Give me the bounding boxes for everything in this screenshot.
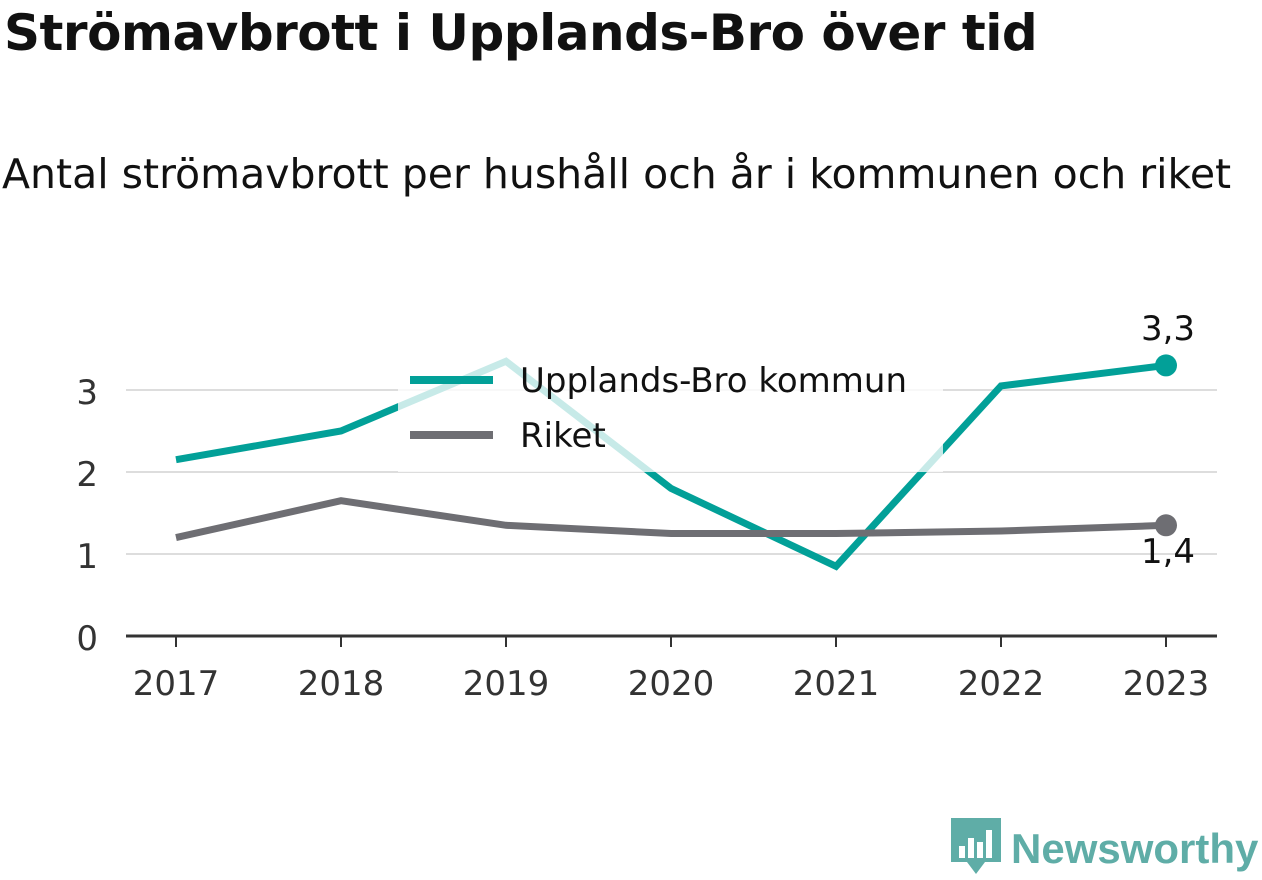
x-tick-label: 2021 xyxy=(793,664,880,704)
x-tick-label: 2020 xyxy=(628,664,715,704)
end-value-label-0: 3,3 xyxy=(1141,309,1195,349)
y-tick-label: 3 xyxy=(76,373,98,413)
y-tick-label: 2 xyxy=(76,455,98,495)
y-tick-label: 0 xyxy=(76,619,98,659)
bar-chart-badge-icon xyxy=(951,818,1001,874)
end-value-label-1: 1,4 xyxy=(1141,532,1195,572)
legend-background xyxy=(398,348,943,472)
chart-subtitle: Antal strömavbrott per hushåll och år i … xyxy=(2,150,1232,198)
y-axis-tick-labels: 0 1 2 3 xyxy=(76,373,98,659)
x-tick-label: 2022 xyxy=(958,664,1045,704)
x-tick-label: 2017 xyxy=(133,664,220,704)
chart-title: Strömavbrott i Upplands-Bro över tid xyxy=(4,4,1038,62)
x-tick-label: 2023 xyxy=(1123,664,1210,704)
legend-label-0: Upplands-Bro kommun xyxy=(520,361,907,401)
legend: Upplands-Bro kommun Riket xyxy=(398,348,943,472)
x-tick-label: 2018 xyxy=(298,664,385,704)
y-tick-label: 1 xyxy=(76,537,98,577)
series-line-1 xyxy=(175,497,1167,542)
series-end-marker-0 xyxy=(1155,354,1177,377)
brand-name: Newsworthy xyxy=(1011,825,1259,872)
series-line-0 xyxy=(175,357,1167,571)
series-lines xyxy=(175,354,1177,571)
legend-label-1: Riket xyxy=(520,416,606,456)
brand-logo: Newsworthy xyxy=(951,818,1258,880)
x-tick-label: 2019 xyxy=(463,664,550,704)
x-axis: 2017 2018 2019 2020 2021 2022 2023 xyxy=(126,634,1217,704)
end-labels: 3,3 1,4 xyxy=(1141,309,1195,572)
series-end-marker-1 xyxy=(1155,514,1177,537)
